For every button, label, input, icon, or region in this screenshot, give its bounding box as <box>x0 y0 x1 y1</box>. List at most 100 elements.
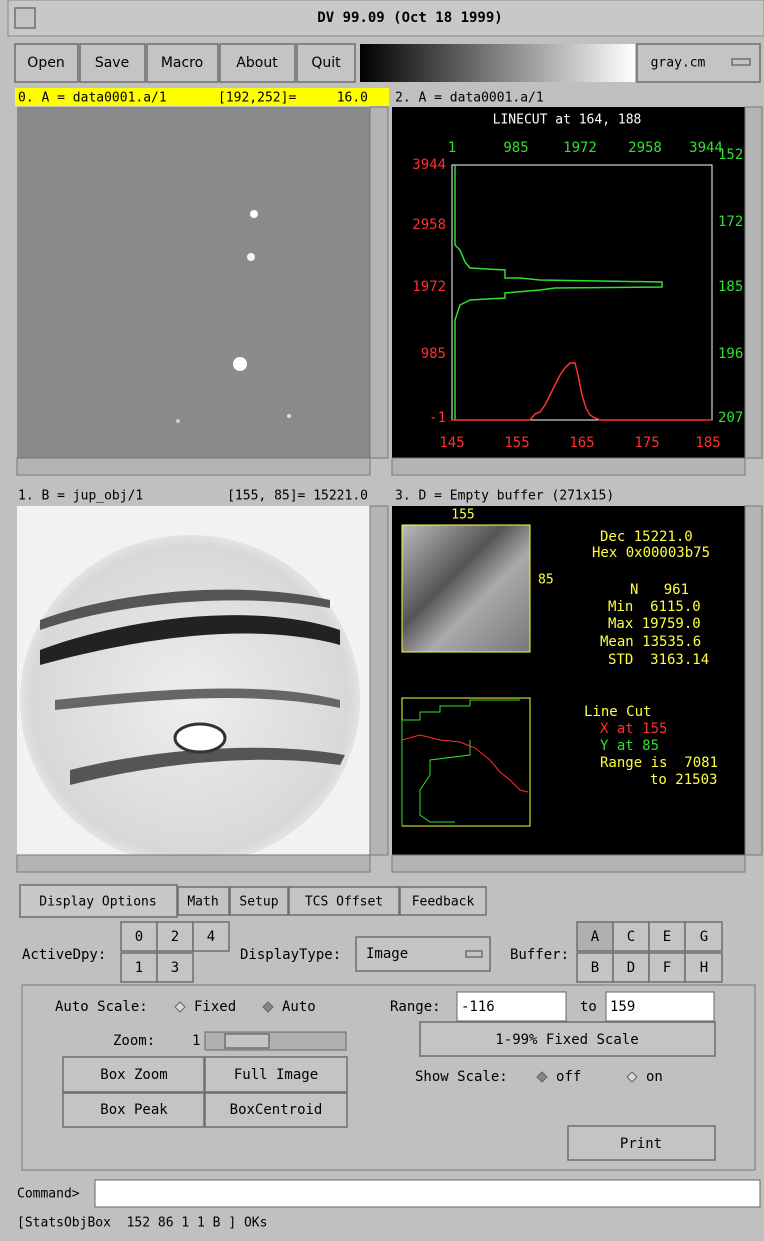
pixel-value: 16.0 <box>337 91 368 106</box>
radio-auto[interactable] <box>263 1002 273 1012</box>
colormap-bar <box>360 44 635 82</box>
active-dpy-label: ActiveDpy: <box>22 947 106 963</box>
stat-line: Dec 15221.0 <box>600 529 693 545</box>
menu-buttons: Open Save Macro About Quit <box>15 44 355 82</box>
stat-line: Mean 13535.6 <box>600 634 701 650</box>
vertical-scrollbar[interactable] <box>745 506 762 855</box>
button-label: H <box>700 960 708 976</box>
bottom-axis-label: 155 <box>504 435 529 451</box>
left-axis-label: -1 <box>429 410 446 426</box>
horizontal-scrollbar[interactable] <box>392 458 745 475</box>
right-axis-label: 207 <box>718 410 743 426</box>
line-cut-title: Line Cut <box>584 704 651 720</box>
button-label: C <box>627 929 635 945</box>
button-label: F <box>663 960 671 976</box>
window-menu-button[interactable] <box>15 8 35 28</box>
horizontal-scrollbar[interactable] <box>392 855 745 872</box>
radio-label: off <box>556 1069 581 1085</box>
status-line: [StatsObjBox 152 86 1 1 B ] OKs <box>17 1216 267 1231</box>
top-axis-label: 1972 <box>563 140 597 156</box>
bottom-axis-label: 185 <box>695 435 720 451</box>
stat-line: N 961 <box>630 582 689 598</box>
dropdown-indicator <box>732 59 750 65</box>
button-label: 4 <box>207 929 215 945</box>
dropdown-indicator <box>466 951 482 957</box>
line-cut-y: Y at 85 <box>600 738 659 754</box>
command-label: Command> <box>17 1187 80 1202</box>
star-field-image <box>17 107 370 458</box>
star <box>233 357 247 371</box>
pixel-coords: [155, 85]= 15221.0 <box>227 489 368 504</box>
command-input[interactable] <box>95 1180 760 1207</box>
tab-label: Feedback <box>412 895 475 910</box>
star <box>287 414 291 418</box>
button-label: Print <box>620 1136 662 1152</box>
button-label: 0 <box>135 929 143 945</box>
line-cut-range: Range is 7081 <box>600 755 718 771</box>
button-label: Full Image <box>234 1067 318 1083</box>
auto-scale-label: Auto Scale: <box>55 999 148 1015</box>
window-title: DV 99.09 (Oct 18 1999) <box>317 10 502 26</box>
radio-label: Fixed <box>194 999 236 1015</box>
vertical-scrollbar[interactable] <box>370 506 388 855</box>
panel-header-text: 2. A = data0001.a/1 <box>395 91 544 106</box>
range-from: -116 <box>461 999 495 1015</box>
vertical-scrollbar[interactable] <box>370 107 388 458</box>
bottom-axis-label: 175 <box>634 435 659 451</box>
radio-label: Auto <box>282 999 316 1015</box>
button-label: Box Peak <box>100 1102 168 1118</box>
display-type-value: Image <box>366 946 408 962</box>
button-label: About <box>236 55 278 71</box>
tab-label: Setup <box>239 895 278 910</box>
button-label: E <box>663 929 671 945</box>
display-type-label: DisplayType: <box>240 947 341 963</box>
zoom-label: Zoom: <box>113 1033 155 1049</box>
panel-header-text: 0. A = data0001.a/1 <box>18 91 167 106</box>
star <box>250 210 258 218</box>
zoom-x-label: 155 <box>451 508 474 523</box>
slider-thumb[interactable] <box>225 1034 269 1048</box>
button-label: 3 <box>171 960 179 976</box>
zoom-box <box>402 525 530 652</box>
star <box>176 419 180 423</box>
tab-label: TCS Offset <box>305 895 383 910</box>
button-label: Box Zoom <box>100 1067 167 1083</box>
oval-spot <box>175 724 225 752</box>
linecut-title: LINECUT at 164, 188 <box>493 113 642 128</box>
button-label: A <box>591 929 600 945</box>
button-label: Open <box>27 55 64 71</box>
stat-line: Hex 0x00003b75 <box>592 545 710 561</box>
radio-fixed[interactable] <box>175 1002 185 1012</box>
top-axis-label: 2958 <box>628 140 662 156</box>
panel-header-text: 3. D = Empty buffer (271x15) <box>395 489 614 504</box>
horizontal-scrollbar[interactable] <box>17 855 370 872</box>
vertical-scrollbar[interactable] <box>745 107 762 458</box>
horizontal-scrollbar[interactable] <box>17 458 370 475</box>
stat-line: STD 3163.14 <box>608 652 709 668</box>
range-label: Range: <box>390 999 441 1015</box>
line-cut-range-to: to 21503 <box>650 772 717 788</box>
tab-label: Display Options <box>39 895 156 910</box>
buffer-label: Buffer: <box>510 947 569 963</box>
button-label: Macro <box>161 55 203 71</box>
button-label: Quit <box>311 55 341 71</box>
left-axis-label: 985 <box>421 346 446 362</box>
button-label: B <box>591 960 599 976</box>
radio-off[interactable] <box>537 1072 547 1082</box>
left-axis-label: 1972 <box>412 279 446 295</box>
top-axis-label: 1 <box>448 140 456 156</box>
left-axis-label: 3944 <box>412 157 446 173</box>
button-label: BoxCentroid <box>230 1102 323 1118</box>
line-cut-x: X at 155 <box>600 721 667 737</box>
stat-line: Max 19759.0 <box>608 616 701 632</box>
app-window: DV 99.09 (Oct 18 1999) Open Save Macro A… <box>0 0 764 1241</box>
right-axis-label: 172 <box>718 214 743 230</box>
button-label: 1 <box>135 960 143 976</box>
zoom-y-label: 85 <box>538 573 554 588</box>
tab-label: Math <box>187 895 218 910</box>
button-label: G <box>700 929 708 945</box>
radio-on[interactable] <box>627 1072 637 1082</box>
tab-bar: Display Options Math Setup TCS Offset Fe… <box>20 885 486 917</box>
right-axis-label: 152 <box>718 147 743 163</box>
button-label: 2 <box>171 929 179 945</box>
